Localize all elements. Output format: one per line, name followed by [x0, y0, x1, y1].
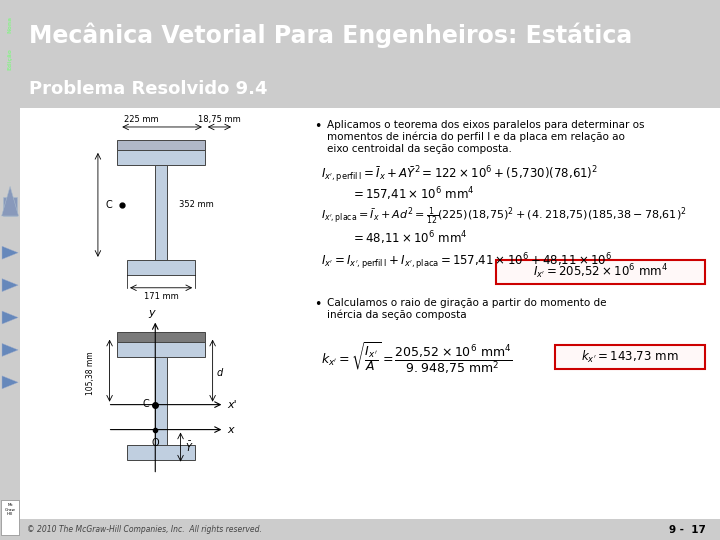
- Text: 171 mm: 171 mm: [144, 292, 179, 301]
- Polygon shape: [2, 343, 18, 356]
- Bar: [554, 345, 706, 369]
- Text: $I_{x^{\prime}} = I_{x^{\prime},\mathrm{perfil\,I}} + I_{x^{\prime},\mathrm{plac: $I_{x^{\prime}} = I_{x^{\prime},\mathrm{…: [322, 252, 613, 272]
- Polygon shape: [1, 186, 19, 216]
- Text: Problema Resolvido 9.4: Problema Resolvido 9.4: [29, 80, 267, 98]
- Text: O: O: [151, 437, 159, 448]
- Text: Mc
Graw
Hill: Mc Graw Hill: [4, 503, 16, 516]
- Text: y: y: [148, 308, 155, 318]
- Text: C: C: [143, 399, 150, 409]
- Text: Edição: Edição: [8, 49, 12, 71]
- Polygon shape: [2, 376, 18, 389]
- Polygon shape: [2, 279, 18, 292]
- Text: inércia da seção composta: inércia da seção composta: [328, 310, 467, 320]
- Text: Calculamos o raio de giração a partir do momento de: Calculamos o raio de giração a partir do…: [328, 298, 607, 308]
- Bar: [127, 260, 195, 275]
- Bar: [117, 150, 205, 165]
- Polygon shape: [2, 246, 18, 259]
- Text: $I_{x^{\prime},\mathrm{perfil\,I}} = \bar{I}_x + A\bar{Y}^2 = 122\times10^6 + (5: $I_{x^{\prime},\mathrm{perfil\,I}} = \ba…: [322, 165, 598, 185]
- Text: Nona: Nona: [8, 16, 12, 33]
- Text: •: •: [314, 120, 321, 133]
- Text: 352 mm: 352 mm: [179, 200, 213, 210]
- Text: d: d: [217, 368, 222, 378]
- Text: x: x: [228, 424, 234, 435]
- Bar: [1, 500, 19, 535]
- Bar: [127, 444, 195, 460]
- Text: •: •: [314, 298, 321, 310]
- Bar: [117, 140, 205, 150]
- Text: Mecânica Vetorial Para Engenheiros: Estática: Mecânica Vetorial Para Engenheiros: Está…: [29, 22, 632, 48]
- Bar: [156, 165, 167, 260]
- Text: Aplicamos o teorema dos eixos paralelos para determinar os: Aplicamos o teorema dos eixos paralelos …: [328, 120, 645, 130]
- Text: $k_{x^{\prime}} = \sqrt{\dfrac{I_{x^{\prime}}}{A}} = \dfrac{205{,}52\times10^6\ : $k_{x^{\prime}} = \sqrt{\dfrac{I_{x^{\pr…: [322, 340, 513, 376]
- Text: $= 48{,}11\times10^6\ \mathrm{mm}^4$: $= 48{,}11\times10^6\ \mathrm{mm}^4$: [351, 230, 467, 247]
- Bar: [117, 342, 205, 357]
- Text: $I_{x^{\prime},\mathrm{placa}} = \bar{I}_x + Ad^2 = \frac{1}{12}(225)(18{,}75)^2: $I_{x^{\prime},\mathrm{placa}} = \bar{I}…: [322, 206, 687, 227]
- Text: $I_{x^{\prime}} = 205{,}52\times10^6\ \mathrm{mm}^4$: $I_{x^{\prime}} = 205{,}52\times10^6\ \m…: [534, 262, 668, 281]
- Bar: [117, 332, 205, 342]
- Text: $\bar{Y}$: $\bar{Y}$: [186, 440, 194, 454]
- Polygon shape: [2, 311, 18, 324]
- Text: 105,38 mm: 105,38 mm: [86, 352, 94, 395]
- Text: x': x': [228, 400, 237, 410]
- Text: eixo centroidal da seção composta.: eixo centroidal da seção composta.: [328, 144, 512, 154]
- Bar: [156, 357, 167, 444]
- Text: $= 157{,}41\times10^6\ \mathrm{mm}^4$: $= 157{,}41\times10^6\ \mathrm{mm}^4$: [351, 185, 474, 202]
- Text: 9 -  17: 9 - 17: [669, 525, 706, 535]
- Text: © 2010 The McGraw-Hill Companies, Inc.  All rights reserved.: © 2010 The McGraw-Hill Companies, Inc. A…: [27, 525, 262, 534]
- Text: 18,75 mm: 18,75 mm: [198, 115, 240, 124]
- Polygon shape: [3, 197, 17, 216]
- Text: 225 mm: 225 mm: [125, 115, 159, 124]
- Bar: [497, 260, 706, 284]
- Text: $k_{x^{\prime}} = 143{,}73\ \mathrm{mm}$: $k_{x^{\prime}} = 143{,}73\ \mathrm{mm}$: [581, 349, 679, 365]
- Text: C: C: [106, 200, 112, 210]
- Text: momentos de inércia do perfil I e da placa em relação ao: momentos de inércia do perfil I e da pla…: [328, 132, 625, 143]
